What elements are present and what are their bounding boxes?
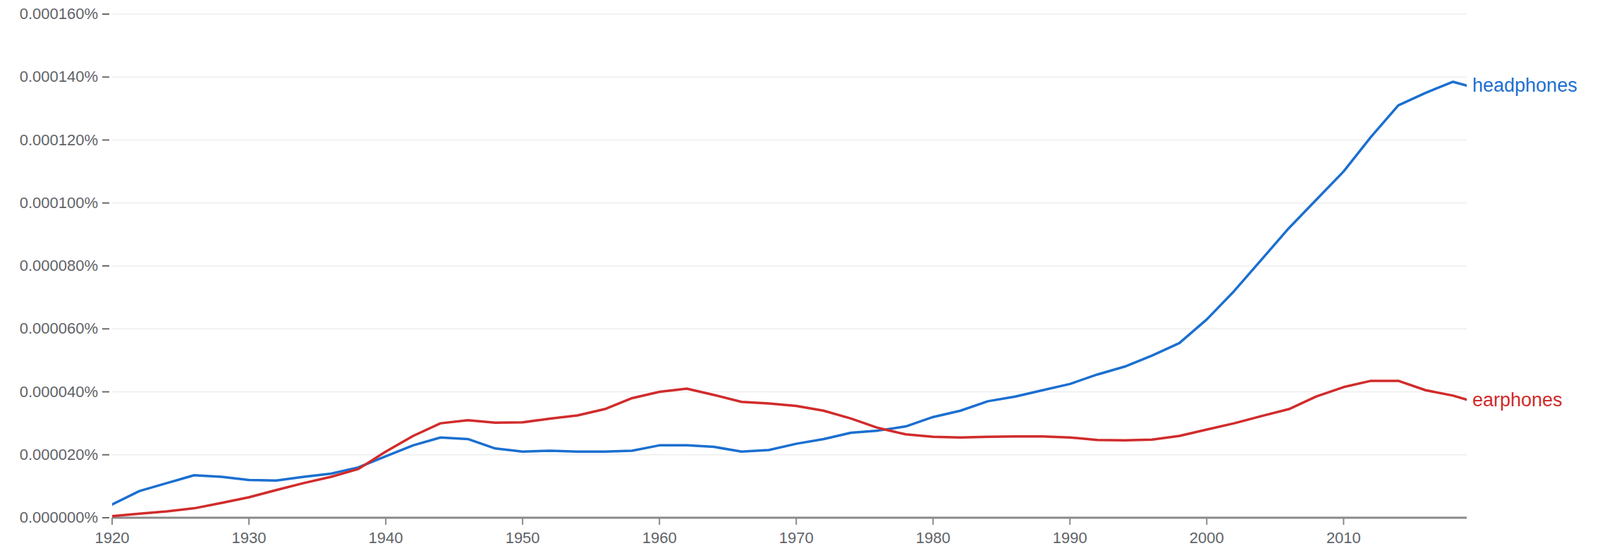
tick-label: 0.000140%: [19, 67, 99, 86]
tick-label: 0.000080%: [19, 256, 99, 275]
grid-line: [112, 391, 1467, 393]
tick-mark: [932, 517, 934, 525]
tick-label: 0.000120%: [19, 131, 99, 149]
tick-label: 2000: [1189, 528, 1225, 547]
tick-mark: [102, 13, 110, 15]
tick-mark: [102, 391, 110, 393]
grid-line: [112, 139, 1467, 142]
tick-label: 0.000020%: [19, 445, 99, 464]
grid-line: [112, 13, 1467, 15]
tick-label: 0.000100%: [19, 193, 99, 212]
series-labels: headphones earphones: [1472, 74, 1578, 410]
grid-line: [112, 328, 1467, 331]
tick-mark: [102, 139, 110, 142]
tick-mark: [385, 517, 387, 525]
line: [112, 380, 1467, 517]
tick-mark: [658, 517, 661, 525]
grid-line: [112, 76, 1467, 79]
tick-label: 2010: [1326, 528, 1361, 547]
grid-line: [112, 202, 1467, 204]
tick-mark: [102, 202, 110, 204]
tick-mark: [248, 517, 250, 525]
tick-label: 0.000040%: [19, 382, 99, 401]
x-axis: 1920 1930 1940 1950 1960 1970 1980 1990 2000 2010: [95, 517, 1467, 547]
axis-line: [112, 516, 1467, 519]
tick-label: 1990: [1052, 528, 1088, 547]
tick-mark: [102, 265, 110, 267]
series-label: earphones: [1472, 389, 1563, 411]
tick-mark: [795, 517, 797, 525]
tick-label: 1980: [915, 528, 951, 547]
tick-mark: [102, 327, 110, 330]
tick-label: 0.000060%: [19, 319, 99, 338]
tick-label: 1960: [642, 528, 677, 547]
series-label: headphones: [1472, 74, 1578, 96]
grid-line: [112, 265, 1467, 267]
tick-label: 1950: [505, 528, 541, 547]
tick-label: 1970: [779, 528, 814, 547]
tick-label: 1930: [231, 528, 267, 547]
tick-mark: [102, 76, 110, 78]
tick-label: 1940: [368, 528, 404, 547]
tick-mark: [1069, 517, 1071, 525]
tick-label: 1920: [95, 528, 130, 547]
grid-line: [112, 454, 1467, 456]
tick-mark: [102, 454, 110, 456]
y-axis: 0.000000% 0.000020% 0.000040% 0.000060% 0.00…: [19, 4, 1467, 527]
tick-mark: [521, 517, 524, 525]
tick-label: 0.000000%: [19, 508, 99, 527]
chart: 0.000000% 0.000020% 0.000040% 0.000060% 0.00…: [0, 0, 1600, 553]
lines: [112, 81, 1467, 517]
tick-mark: [111, 517, 113, 525]
tick-mark: [1205, 517, 1208, 525]
tick-mark: [102, 516, 110, 519]
line: [112, 81, 1467, 505]
tick-mark: [1342, 517, 1345, 525]
tick-label: 0.000160%: [19, 4, 99, 23]
